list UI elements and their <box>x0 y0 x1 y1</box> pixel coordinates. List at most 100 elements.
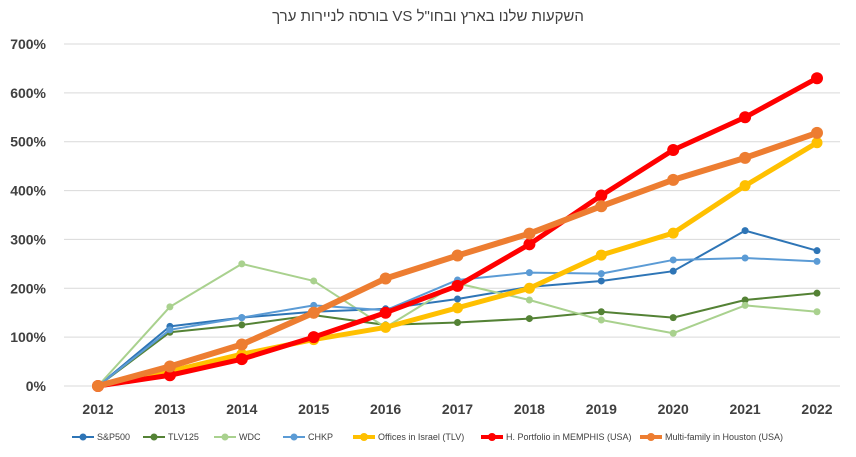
data-point <box>669 314 677 322</box>
data-point <box>741 296 749 304</box>
x-tick-label: 2013 <box>154 401 185 417</box>
legend-entry: Offices in Israel (TLV) <box>353 432 464 442</box>
x-tick-label: 2018 <box>514 401 545 417</box>
data-point <box>525 269 533 277</box>
data-point <box>811 126 823 139</box>
legend-swatch-marker <box>221 433 229 441</box>
x-axis-ticks: 2012 2013 2014 2015 2016 2017 2018 2019 2020 2021… <box>82 401 832 417</box>
y-tick-label: 100% <box>10 329 46 345</box>
series-lines <box>92 72 823 392</box>
legend-label: Offices in Israel (TLV) <box>378 432 464 442</box>
data-point <box>597 316 605 324</box>
legend-entry: WDC <box>214 432 261 442</box>
legend-swatch-marker <box>79 433 87 441</box>
data-point <box>452 302 463 314</box>
data-point <box>525 315 533 323</box>
data-point <box>741 254 749 262</box>
data-point <box>166 326 174 334</box>
gridlines <box>64 43 840 387</box>
y-tick-label: 600% <box>10 85 46 101</box>
data-point <box>523 282 535 294</box>
data-point <box>92 380 104 392</box>
x-tick-label: 2019 <box>586 401 617 417</box>
legend-label: Multi-family in Houston (USA) <box>665 432 783 442</box>
data-point <box>667 227 679 239</box>
x-tick-label: 2020 <box>658 401 689 417</box>
data-point <box>307 306 320 319</box>
legend-entry: TLV125 <box>143 432 199 442</box>
data-point <box>739 180 751 192</box>
legend-entry: H. Portfolio in MEMPHIS (USA) <box>481 432 632 442</box>
data-point <box>739 151 752 164</box>
legend-swatch-marker <box>360 433 368 441</box>
data-point <box>451 279 464 292</box>
data-point <box>813 257 821 265</box>
data-point <box>380 321 392 333</box>
x-tick-label: 2021 <box>730 401 761 417</box>
chart-title: השקעות שלנו בארץ ובחו"ל VS בורסה לניירות… <box>272 8 584 25</box>
data-point <box>667 173 680 186</box>
legend-entry: S&P500 <box>72 432 130 442</box>
x-tick-label: 2022 <box>801 401 832 417</box>
legend-swatch-marker <box>488 433 496 441</box>
data-point <box>310 277 318 285</box>
y-tick-label: 0% <box>26 378 47 394</box>
data-point <box>379 306 392 319</box>
data-point <box>669 267 677 275</box>
y-tick-label: 200% <box>10 280 46 296</box>
legend-swatch-marker <box>290 433 298 441</box>
data-point <box>811 137 823 149</box>
data-point <box>454 295 461 303</box>
x-tick-label: 2016 <box>370 401 401 417</box>
legend-label: H. Portfolio in MEMPHIS (USA) <box>506 432 632 442</box>
legend-label: WDC <box>239 432 261 442</box>
data-point <box>451 249 464 262</box>
data-point <box>238 314 246 322</box>
legend-label: CHKP <box>308 432 333 442</box>
data-point <box>813 247 821 255</box>
series-5 <box>92 72 823 392</box>
data-point <box>597 270 605 278</box>
y-tick-label: 700% <box>10 36 46 52</box>
data-point <box>597 308 605 316</box>
data-point <box>307 331 320 344</box>
data-point <box>238 321 246 329</box>
x-tick-label: 2017 <box>442 401 473 417</box>
legend-swatch-marker <box>647 433 655 441</box>
y-axis-ticks: 0% 100% 200% 300% 400% 500% 600% 700% <box>10 36 46 394</box>
x-tick-label: 2014 <box>226 401 257 417</box>
series-line <box>95 75 820 389</box>
data-point <box>523 227 536 240</box>
series-4 <box>92 137 823 392</box>
series-6 <box>92 126 823 392</box>
data-point <box>595 189 608 202</box>
legend-entry: CHKP <box>283 432 333 442</box>
data-point <box>379 272 392 285</box>
data-point <box>739 111 752 124</box>
data-point <box>741 227 749 235</box>
x-tick-label: 2015 <box>298 401 329 417</box>
data-point <box>523 238 536 251</box>
legend-label: S&P500 <box>97 432 130 442</box>
data-point <box>166 303 174 311</box>
data-point <box>813 289 821 297</box>
data-point <box>163 360 176 373</box>
data-point <box>597 277 605 285</box>
data-point <box>595 200 608 213</box>
data-point <box>667 144 680 157</box>
data-point <box>813 308 821 316</box>
data-point <box>163 369 176 382</box>
x-tick-label: 2012 <box>82 401 113 417</box>
y-tick-label: 400% <box>10 183 46 199</box>
data-point <box>669 256 677 264</box>
y-tick-label: 500% <box>10 134 46 150</box>
legend-swatch-marker <box>150 433 158 441</box>
legend: S&P500 TLV125 WDC CHKP Offices in Israel (TL… <box>72 432 783 442</box>
data-point <box>235 353 248 366</box>
legend-label: TLV125 <box>168 432 199 442</box>
data-point <box>235 338 248 351</box>
data-point <box>811 72 823 85</box>
data-point <box>238 260 246 268</box>
data-point <box>525 296 533 304</box>
